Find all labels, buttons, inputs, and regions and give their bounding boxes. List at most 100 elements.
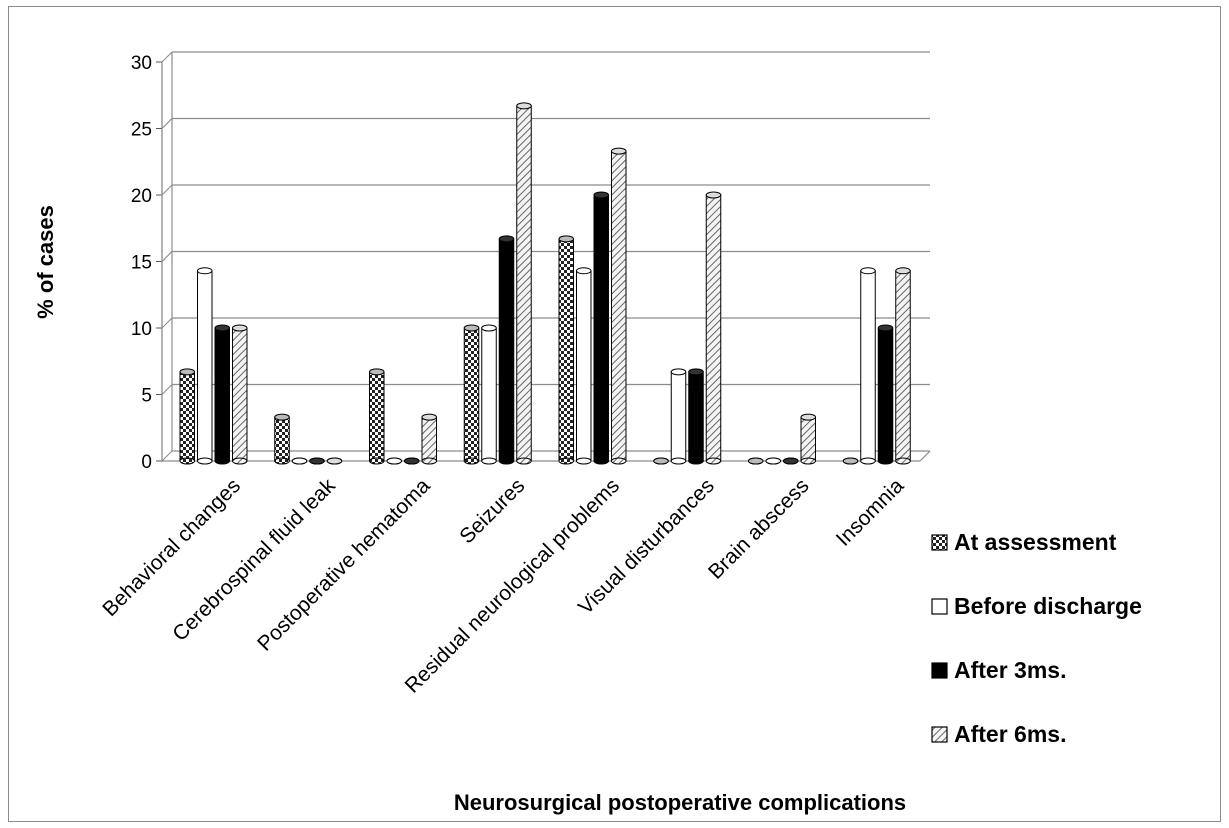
bar-base (860, 457, 876, 465)
bar-base (274, 457, 290, 465)
y-tick-label: 20 (131, 186, 152, 207)
bar-body (877, 327, 894, 462)
bar-top (369, 368, 385, 376)
bars (179, 102, 911, 465)
bar-top (688, 368, 704, 376)
bar (404, 457, 420, 465)
bar-body (688, 371, 704, 462)
bar-base (800, 457, 816, 465)
category-label: Cerebrospinal fluid leak (168, 474, 340, 646)
bar-body (516, 105, 532, 462)
bar (593, 191, 609, 465)
bar-body (576, 270, 592, 462)
bar (421, 413, 437, 465)
bar-base (895, 457, 911, 465)
bar-body (179, 371, 195, 462)
legend-label: After 3ms. (954, 657, 1066, 683)
bar-base (369, 457, 385, 465)
bar-base (214, 457, 230, 465)
y-tick-label: 0 (141, 452, 152, 473)
bar-base (611, 457, 627, 465)
bar (232, 324, 248, 465)
gridline-side (161, 118, 173, 129)
bar-top (214, 324, 230, 332)
bar-base (232, 457, 248, 465)
bar-top (232, 324, 248, 332)
x-axis-title: Neurosurgical postoperative complication… (454, 790, 906, 815)
bar (611, 147, 627, 465)
gridline-side (161, 251, 173, 262)
legend-label: Before discharge (954, 593, 1142, 619)
gridline-side (161, 450, 173, 462)
bar-body (611, 150, 627, 462)
bar (765, 457, 781, 465)
gridline-side (161, 384, 173, 395)
bar-body (800, 416, 816, 462)
bar (291, 457, 308, 465)
legend-label: After 6ms. (954, 721, 1066, 747)
bar-top (895, 267, 911, 275)
bar-top (404, 457, 420, 465)
category-label: Seizures (455, 474, 529, 548)
bar (670, 368, 687, 465)
bar-top (481, 324, 497, 332)
y-tick-label: 25 (131, 120, 152, 141)
bar-base (197, 457, 213, 465)
bar (558, 235, 574, 465)
bar-base (705, 457, 722, 465)
legend-item: Before discharge (931, 593, 1142, 619)
bar-top (463, 324, 480, 332)
gridlines (161, 51, 930, 462)
bar (688, 368, 704, 465)
y-tick-label: 10 (131, 319, 152, 340)
bar-base (558, 457, 574, 465)
category-label: Insomnia (832, 474, 909, 551)
bar-top (179, 368, 195, 376)
bar (274, 413, 290, 465)
legend-item: At assessment (931, 529, 1117, 555)
bar-top (748, 457, 764, 465)
bar-top (670, 368, 687, 376)
bar (895, 267, 911, 465)
bar-top (877, 324, 894, 332)
bar (214, 324, 230, 465)
bar-top (860, 267, 876, 275)
bar (576, 267, 592, 465)
bar-base (688, 457, 704, 465)
bar-top (291, 457, 308, 465)
legend-swatch (931, 726, 948, 743)
bar-body (498, 238, 515, 462)
bar (326, 457, 343, 465)
bar-top (326, 457, 343, 465)
category-label: Postoperative hematoma (253, 474, 435, 656)
bar-body (274, 416, 290, 462)
bar-base (516, 457, 532, 465)
bar-body (895, 270, 911, 462)
bar-base (481, 457, 497, 465)
bar-body (421, 416, 437, 462)
bar (498, 235, 515, 465)
bar (800, 413, 816, 465)
bar (783, 457, 799, 465)
bar (705, 191, 722, 465)
bar-body (860, 270, 876, 462)
bar-body (670, 371, 687, 462)
bar-top (705, 191, 722, 199)
bar-top (842, 457, 859, 465)
bar (877, 324, 894, 465)
bar (860, 267, 876, 465)
bar (179, 368, 195, 465)
bar-top (611, 147, 627, 155)
bar-body (481, 327, 497, 462)
bar (653, 457, 669, 465)
bar-body (369, 371, 385, 462)
legend-label: At assessment (954, 529, 1117, 555)
bar-body (197, 270, 213, 462)
bar-top (765, 457, 781, 465)
gridline-side (161, 184, 173, 196)
category-label: Brain abscess (704, 474, 814, 584)
bar-body (705, 194, 722, 462)
bar-top (783, 457, 799, 465)
legend: At assessment Before discharge After 3ms. A… (931, 529, 1142, 747)
